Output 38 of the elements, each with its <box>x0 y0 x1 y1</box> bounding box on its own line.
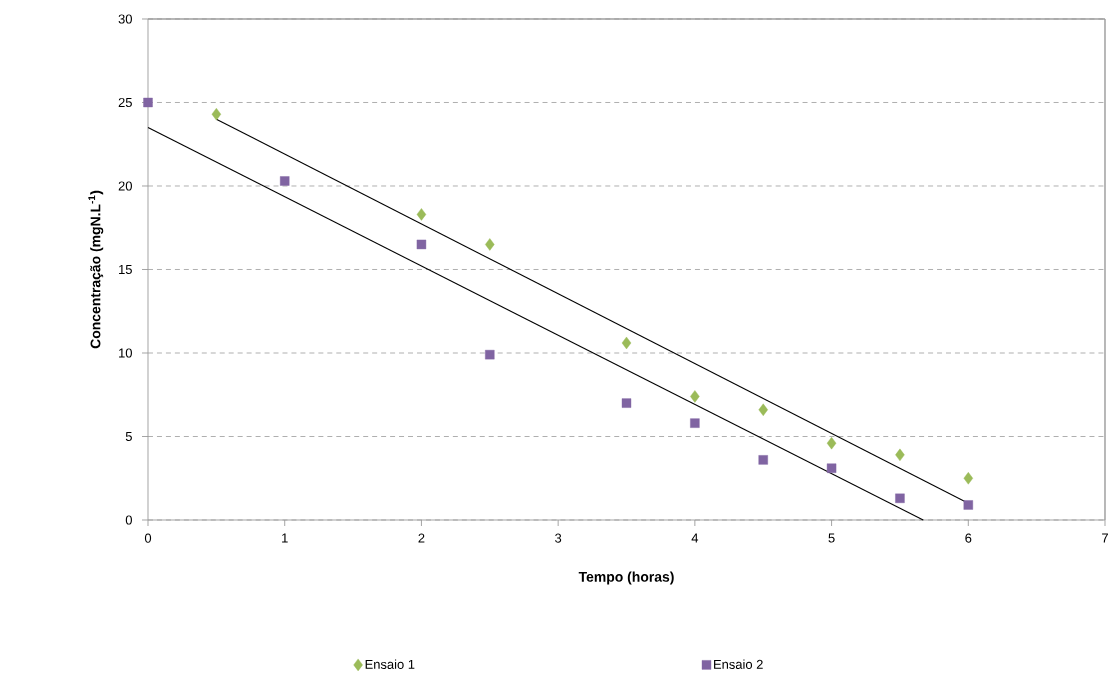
x-tick-label: 2 <box>418 533 425 543</box>
point <box>621 398 632 408</box>
point <box>758 455 768 465</box>
x-tick-label: 7 <box>1102 533 1108 543</box>
point <box>895 448 905 462</box>
point <box>690 418 700 428</box>
x-tick-label: 5 <box>828 533 835 543</box>
y-tick-label: 0 <box>125 515 132 525</box>
point <box>621 336 632 350</box>
point <box>826 463 837 473</box>
point <box>758 403 768 416</box>
point <box>963 472 973 485</box>
legend-label: Ensaio 2 <box>714 659 763 669</box>
y-tick-label: 20 <box>118 181 132 191</box>
y-tick-label: 10 <box>119 348 132 358</box>
x-tick-label: 6 <box>965 533 972 543</box>
point <box>895 493 905 503</box>
x-axis-title: Tempo (horas) <box>578 571 674 585</box>
legend-label: Ensaio 1 <box>365 659 415 669</box>
y-tick-label: 15 <box>119 264 132 275</box>
point <box>211 107 222 121</box>
y-tick-label: 30 <box>118 14 132 24</box>
point <box>485 238 495 251</box>
point <box>280 176 290 186</box>
y-axis-title: Concentração (mgN.L$^{-1}$) <box>88 190 104 349</box>
x-tick-label: 1 <box>282 533 288 543</box>
y-tick-label: 25 <box>118 97 132 108</box>
point <box>690 390 700 403</box>
x-tick-label: 0 <box>144 533 152 543</box>
point <box>826 436 837 450</box>
point <box>416 208 427 221</box>
point <box>963 500 973 510</box>
x-tick-label: 4 <box>691 533 699 543</box>
x-tick-label: 3 <box>555 533 562 543</box>
point <box>416 239 427 250</box>
y-tick-label: 5 <box>125 431 132 442</box>
point <box>143 97 153 108</box>
point <box>485 349 495 360</box>
